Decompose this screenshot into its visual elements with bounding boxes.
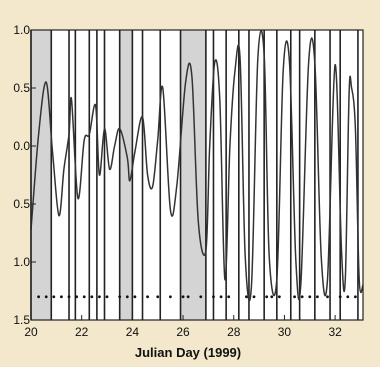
event-marker-1 (44, 295, 48, 299)
event-marker-8 (98, 295, 101, 299)
shaded-band-2 (180, 30, 206, 320)
event-marker-31 (326, 295, 329, 299)
event-marker-24 (265, 295, 269, 299)
x-tick-label-2: 24 (126, 325, 140, 339)
event-marker-28 (300, 295, 304, 299)
event-marker-14 (156, 295, 160, 299)
shaded-bands (31, 30, 206, 320)
event-marker-10 (118, 295, 122, 299)
event-marker-16 (181, 295, 185, 299)
event-marker-25 (270, 295, 274, 299)
event-marker-2 (52, 295, 56, 299)
series-line-0 (30, 30, 364, 302)
shaded-band-0 (31, 30, 52, 320)
event-marker-18 (199, 295, 203, 299)
y-tick-label-3: 0.5 (13, 197, 30, 211)
event-marker-29 (308, 295, 312, 299)
event-marker-7 (90, 295, 94, 299)
event-marker-4 (67, 295, 71, 299)
event-marker-22 (245, 295, 248, 299)
event-marker-20 (219, 295, 223, 299)
x-tick-label-3: 26 (176, 325, 190, 339)
event-marker-23 (252, 295, 256, 299)
event-marker-15 (168, 295, 172, 299)
event-marker-32 (338, 295, 342, 299)
shaded-band-1 (119, 30, 133, 320)
y-tick-label-1: 0.5 (13, 81, 30, 95)
event-marker-0 (37, 295, 41, 299)
event-marker-12 (133, 295, 137, 299)
event-markers (37, 295, 357, 299)
event-marker-21 (227, 295, 231, 299)
x-tick-label-4: 28 (227, 325, 241, 339)
x-axis-title: Julian Day (1999) (135, 345, 241, 360)
event-marker-26 (277, 295, 281, 299)
event-marker-33 (346, 295, 350, 299)
event-marker-13 (146, 295, 149, 299)
y-tick-label-4: 1.0 (13, 255, 30, 269)
y-tick-label-0: 1.0 (13, 23, 30, 37)
y-tick-label-2: 0.0 (13, 139, 30, 153)
plot-frame (30, 29, 364, 321)
event-marker-34 (353, 295, 357, 299)
axes: 20 22 24 26 28 30 32 1.0 0.5 0.0 0.5 1.0 1.5 (13, 23, 364, 339)
event-marker-6 (82, 295, 86, 299)
x-tick-label-5: 30 (278, 325, 292, 339)
event-marker-5 (75, 295, 79, 299)
event-marker-27 (293, 295, 296, 299)
x-tick-label-1: 22 (75, 325, 89, 339)
event-marker-19 (212, 295, 215, 299)
event-marker-11 (125, 295, 129, 299)
x-tick-label-6: 32 (328, 325, 342, 339)
series-lines (30, 30, 364, 302)
event-marker-9 (105, 295, 109, 299)
x-tick-label-0: 20 (24, 325, 38, 339)
event-marker-30 (315, 295, 319, 299)
event-marker-3 (60, 295, 63, 299)
y-tick-label-5: 1.5 (13, 313, 30, 327)
event-marker-17 (186, 295, 190, 299)
